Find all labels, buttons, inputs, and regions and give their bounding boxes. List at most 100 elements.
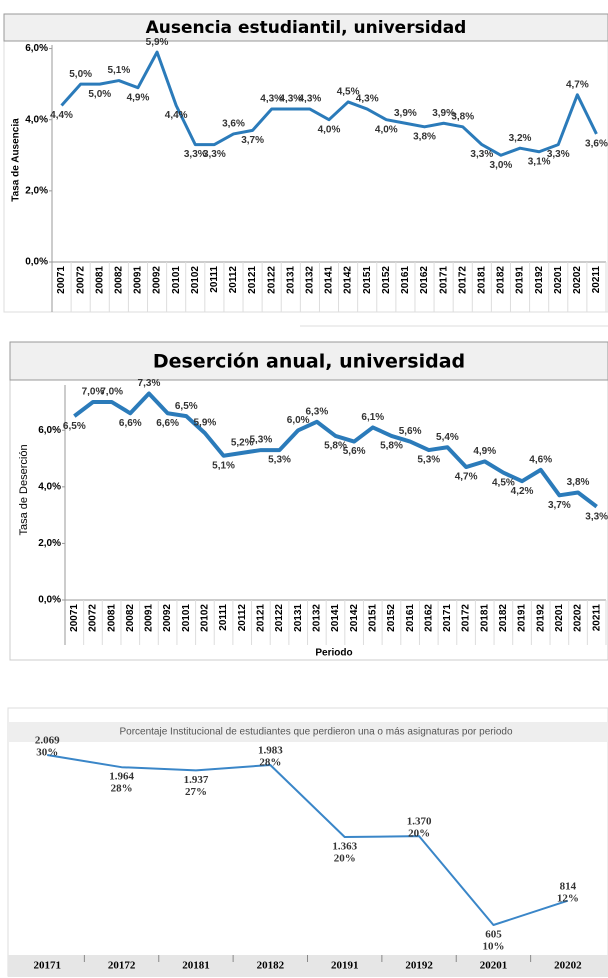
data-label: 3,6% bbox=[222, 119, 245, 130]
data-label: 3,3% bbox=[585, 511, 608, 522]
x-tick-label: 20191 bbox=[515, 266, 526, 294]
line bbox=[60, 50, 598, 157]
x-tick-label: 20201 bbox=[554, 604, 565, 632]
x-tick-label: 20142 bbox=[343, 266, 354, 294]
x-tick-label: 20192 bbox=[534, 266, 545, 294]
data-label: 3,9% bbox=[394, 108, 417, 119]
data-label: 5,2% bbox=[231, 438, 254, 449]
data-label: 4,5% bbox=[492, 477, 515, 488]
data-label: 4,4% bbox=[50, 110, 73, 121]
data-label: 5,9% bbox=[194, 418, 217, 429]
chart-title: Porcentaje Institucional de estudiantes … bbox=[119, 727, 512, 738]
line bbox=[47, 754, 569, 926]
x-tick-label: 20162 bbox=[423, 604, 434, 632]
x-tick-label: 20202 bbox=[572, 266, 583, 294]
y-tick-label: 4,0% bbox=[38, 481, 61, 492]
data-label: 4,3% bbox=[260, 94, 283, 105]
x-tick-label: 20151 bbox=[362, 266, 373, 294]
x-tick-label: 20181 bbox=[476, 266, 487, 294]
x-tick-label: 20172 bbox=[461, 604, 472, 632]
data-label: 4,3% bbox=[298, 94, 321, 105]
x-tick-label: 20071 bbox=[69, 604, 80, 632]
data-label: 4,0% bbox=[375, 124, 398, 135]
data-label: 2.069 bbox=[35, 735, 60, 747]
data-label: 5,6% bbox=[343, 446, 366, 457]
x-tick-label: 20162 bbox=[419, 266, 430, 294]
share-label: 30% bbox=[36, 747, 58, 759]
x-tick-label: 20202 bbox=[554, 960, 582, 972]
chart-title: Deserción anual, universidad bbox=[153, 351, 465, 373]
title-bar bbox=[3, 13, 608, 42]
share-label: 20% bbox=[408, 828, 430, 840]
data-label: 3,3% bbox=[203, 149, 226, 160]
x-tick-label: 20122 bbox=[266, 266, 277, 294]
data-label: 3,0% bbox=[490, 160, 513, 171]
x-tick-label: 20081 bbox=[106, 604, 117, 632]
y-tick-label: 6,0% bbox=[38, 425, 61, 436]
data-label: 3,1% bbox=[528, 156, 551, 167]
data-label: 1.964 bbox=[109, 771, 134, 783]
x-tick-label: 20132 bbox=[311, 604, 322, 632]
x-tick-label: 20102 bbox=[190, 266, 201, 294]
x-tick-label: 20081 bbox=[94, 266, 105, 294]
x-tick-label: 20092 bbox=[152, 266, 163, 294]
data-label: 5,8% bbox=[380, 441, 403, 452]
data-label: 5,9% bbox=[146, 37, 169, 48]
share-label: 12% bbox=[557, 892, 579, 904]
data-label: 1.983 bbox=[258, 745, 283, 757]
x-tick-label: 20091 bbox=[144, 604, 155, 632]
x-tick-label: 20131 bbox=[293, 604, 304, 632]
x-tick-label: 20211 bbox=[591, 266, 602, 294]
data-label: 5,8% bbox=[324, 441, 347, 452]
data-label: 6,6% bbox=[119, 418, 142, 429]
x-tick-label: 20141 bbox=[330, 604, 341, 632]
data-label: 3,3% bbox=[184, 149, 207, 160]
x-tick-label: 20161 bbox=[405, 604, 416, 632]
x-tick-label: 20171 bbox=[442, 604, 453, 632]
x-tick-label: 20192 bbox=[405, 960, 433, 972]
data-label: 3,9% bbox=[432, 108, 455, 119]
title-bar bbox=[8, 722, 608, 742]
data-label: 814 bbox=[560, 880, 577, 892]
x-tick-label: 20111 bbox=[218, 604, 229, 631]
x-tick-label: 20152 bbox=[381, 266, 392, 294]
data-label: 3,7% bbox=[548, 500, 571, 511]
x-tick-label: 20181 bbox=[182, 960, 210, 972]
data-label: 3,8% bbox=[567, 477, 590, 488]
x-tick-label: 20191 bbox=[331, 960, 359, 972]
x-axis-label: Periodo bbox=[315, 648, 352, 659]
y-tick-label: 0,0% bbox=[38, 595, 61, 606]
data-label: 605 bbox=[485, 929, 502, 941]
y-tick-label: 2,0% bbox=[25, 185, 48, 196]
y-tick-label: 6,0% bbox=[25, 43, 48, 54]
y-tick-label: 0,0% bbox=[25, 257, 48, 268]
chart-title: Ausencia estudiantil, universidad bbox=[146, 18, 467, 38]
data-label: 5,6% bbox=[399, 426, 422, 437]
data-label: 6,1% bbox=[361, 412, 384, 423]
x-tick-label: 20112 bbox=[237, 604, 248, 632]
x-tick-label: 20132 bbox=[305, 266, 316, 294]
data-label: 7,0% bbox=[82, 387, 105, 398]
data-label: 5,3% bbox=[417, 455, 440, 466]
data-label: 4,3% bbox=[356, 94, 379, 105]
data-label: 3,2% bbox=[509, 133, 532, 144]
data-label: 4,3% bbox=[279, 94, 302, 105]
x-tick-label: 20191 bbox=[517, 604, 528, 632]
x-tick-label: 20072 bbox=[88, 604, 99, 632]
x-tick-label: 20082 bbox=[114, 266, 125, 294]
x-tick-label: 20211 bbox=[591, 604, 602, 632]
data-label: 4,6% bbox=[529, 455, 552, 466]
data-label: 5,4% bbox=[436, 432, 459, 443]
data-label: 7,3% bbox=[138, 378, 161, 389]
x-tick-label: 20182 bbox=[496, 266, 507, 294]
data-label: 5,3% bbox=[249, 435, 272, 446]
share-label: 28% bbox=[111, 783, 133, 795]
x-tick-label: 20151 bbox=[367, 604, 378, 632]
data-label: 4,2% bbox=[511, 486, 534, 497]
data-label: 4,7% bbox=[455, 472, 478, 483]
share-label: 10% bbox=[482, 941, 504, 953]
data-label: 3,6% bbox=[585, 139, 608, 150]
data-label: 6,5% bbox=[175, 401, 198, 412]
x-tick-label: 20201 bbox=[480, 960, 508, 972]
